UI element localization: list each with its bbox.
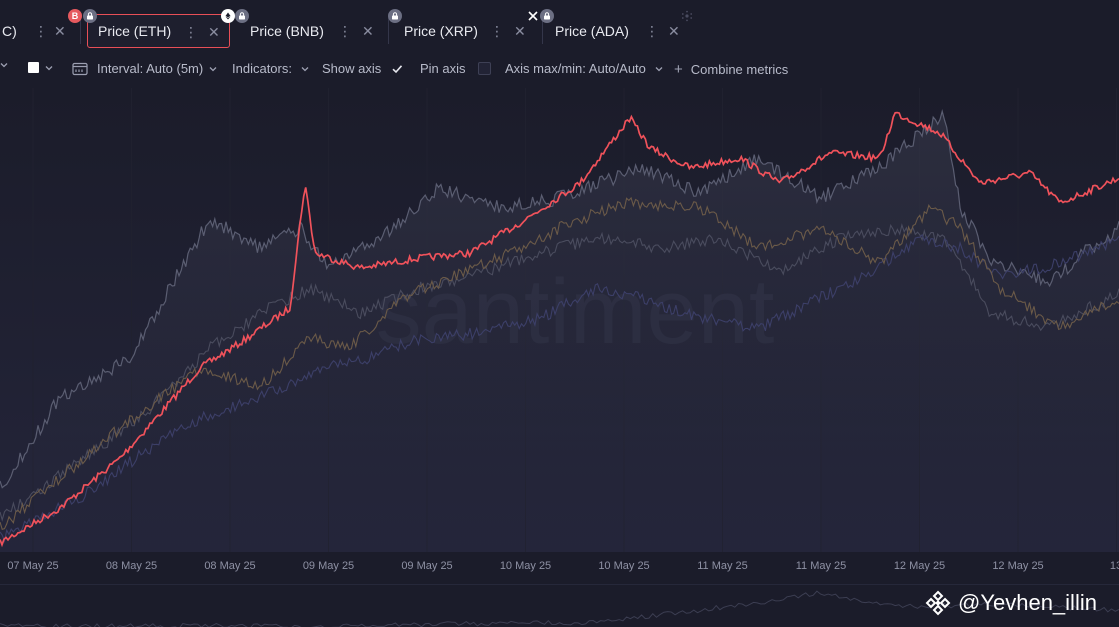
x-tick-label: 08 May 25: [204, 560, 256, 572]
show-axis-toggle[interactable]: Show axis: [322, 61, 403, 76]
pin-axis-label: Pin axis: [420, 61, 466, 76]
indicators-label: Indicators:: [232, 61, 292, 76]
axis-minmax-dropdown[interactable]: Axis max/min: Auto/Auto: [505, 61, 663, 76]
series-line-eth[interactable]: [0, 111, 1119, 548]
interval-dropdown[interactable]: Interval: Auto (5m): [72, 61, 217, 76]
ethereum-coin-icon: [221, 9, 235, 23]
close-icon[interactable]: ✕: [362, 23, 374, 39]
interval-label: Interval: Auto (5m): [97, 61, 204, 76]
checkmark-icon[interactable]: [391, 63, 403, 75]
tab-price-ada[interactable]: Price (ADA) ⋮ ✕: [545, 14, 687, 48]
x-tick-label: 08 May 25: [105, 560, 158, 572]
tab-menu-icon[interactable]: ⋮: [645, 23, 659, 39]
x-tick-label: 11 May 25: [795, 560, 847, 572]
x-tick-label: 10 May 25: [499, 560, 552, 572]
xrp-coin-icon: [526, 9, 540, 23]
close-icon[interactable]: ✕: [514, 23, 526, 39]
navigator-line: [0, 590, 1119, 627]
chart-toolbar: Interval: Auto (5m) Indicators: Show axi…: [0, 56, 1119, 82]
tab-label: Price (BNB): [250, 23, 324, 39]
x-tick-label: 12 May 25: [992, 560, 1044, 572]
color-picker-button[interactable]: [28, 62, 53, 73]
combine-metrics-label: Combine metrics: [690, 62, 789, 77]
x-tick-label: 09 May 25: [401, 560, 453, 572]
binance-logo-icon: [925, 590, 951, 616]
close-icon[interactable]: ✕: [54, 23, 66, 39]
tab-menu-icon[interactable]: ⋮: [490, 23, 504, 39]
close-icon[interactable]: ✕: [208, 24, 220, 40]
tab-menu-icon[interactable]: ⋮: [34, 23, 48, 39]
tab-menu-icon[interactable]: ⋮: [338, 23, 352, 39]
indicators-dropdown[interactable]: Indicators:: [232, 61, 309, 76]
bitcoin-coin-icon: B: [68, 9, 82, 23]
combine-metrics-button[interactable]: + Combine metrics: [674, 61, 788, 78]
pin-axis-checkbox[interactable]: [477, 62, 491, 75]
x-tick-label: 07 May 25: [7, 560, 59, 572]
tab-price-btc[interactable]: C) ⋮ ✕: [0, 14, 76, 48]
series-area-btc: [0, 111, 1119, 552]
lock-icon: [388, 9, 402, 23]
tab-divider: [80, 18, 81, 44]
axis-minmax-label: Axis max/min: Auto/Auto: [505, 61, 646, 76]
tab-divider: [542, 18, 543, 44]
lock-icon: [540, 9, 554, 23]
close-icon[interactable]: ✕: [668, 23, 680, 39]
tab-menu-icon[interactable]: ⋮: [184, 24, 198, 40]
series-line-bnb: [0, 196, 1119, 530]
metric-tab-bar: C) ⋮ ✕ Price (ETH) ⋮ ✕ Price (BNB) ⋮ ✕ P…: [0, 0, 1119, 52]
color-swatch-icon: [28, 62, 39, 73]
tab-label: Price (ADA): [555, 23, 629, 39]
tab-label: C): [2, 23, 17, 39]
tab-label: Price (XRP): [404, 23, 478, 39]
tab-price-eth[interactable]: Price (ETH) ⋮ ✕: [87, 14, 230, 48]
series-line-xrp: [0, 233, 1119, 543]
tab-label: Price (ETH): [98, 23, 172, 39]
x-tick-label: 09 May 25: [302, 560, 355, 572]
price-chart[interactable]: santiment: [0, 88, 1119, 552]
lock-icon: [235, 9, 249, 23]
range-navigator[interactable]: [0, 584, 1119, 627]
tab-divider: [388, 18, 389, 44]
author-watermark: @Yevhen_illin: [924, 588, 1097, 618]
calendar-icon: [72, 62, 88, 75]
plus-icon: +: [674, 61, 683, 78]
author-handle: @Yevhen_illin: [958, 590, 1097, 615]
x-tick-label: 13: [1109, 560, 1119, 572]
show-axis-label: Show axis: [322, 61, 382, 76]
tab-price-xrp[interactable]: Price (XRP) ⋮ ✕: [394, 14, 536, 48]
x-tick-label: 10 May 25: [598, 560, 650, 572]
tab-price-bnb[interactable]: Price (BNB) ⋮ ✕: [240, 14, 382, 48]
x-axis: 07 May 25 08 May 25 08 May 25 09 May 25 09 M…: [0, 552, 1119, 580]
series-line-btc: [0, 108, 1119, 489]
x-tick-label: 12 May 25: [893, 560, 946, 572]
x-tick-label: 11 May 25: [697, 560, 748, 572]
series-line-ada: [0, 223, 1119, 522]
chevron-down-icon[interactable]: [0, 61, 8, 69]
cardano-coin-icon: [680, 9, 694, 23]
pin-axis-toggle[interactable]: Pin axis: [420, 61, 491, 76]
lock-icon: [83, 9, 97, 23]
